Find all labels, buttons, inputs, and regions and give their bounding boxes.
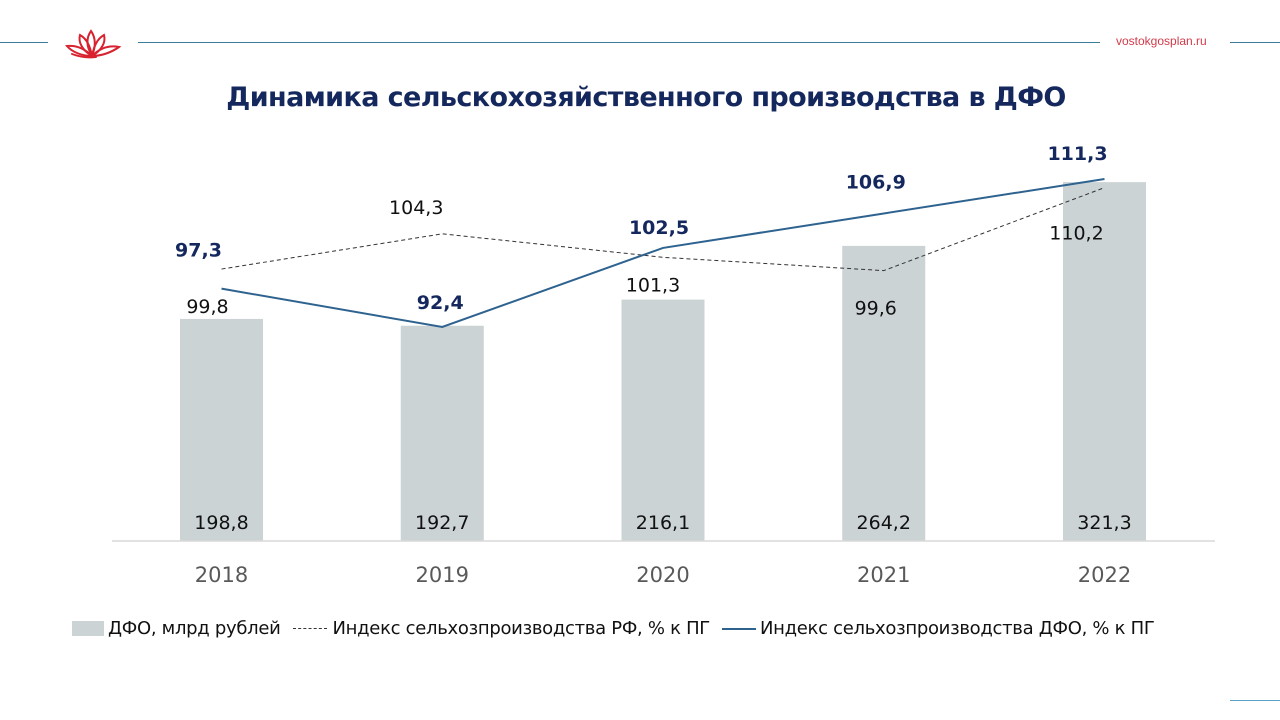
bar-value-label: 216,1 [636,512,690,534]
line-dfo-index [221,178,1105,329]
bar-2021 [842,245,926,541]
dfo-value-label: 102,5 [629,217,689,239]
rf-value-label: 99,8 [186,296,228,318]
footer-rule [1230,700,1280,701]
bar-value-label: 264,2 [857,512,911,534]
legend-item-bars: ДФО, млрд рублей [72,618,281,639]
line-rf-index [221,187,1105,272]
legend-label-dfo: Индекс сельхозпроизводства ДФО, % к ПГ [760,618,1155,639]
dfo-value-label: 92,4 [417,292,464,314]
legend-item-dfo: Индекс сельхозпроизводства ДФО, % к ПГ [722,618,1155,639]
x-tick-label: 2021 [857,563,910,587]
legend-swatch-rf [292,628,327,629]
lotus-logo-icon [65,29,122,59]
legend-item-rf: Индекс сельхозпроизводства РФ, % к ПГ [292,618,711,639]
legend-swatch-dfo [722,627,756,630]
rf-value-label: 101,3 [626,274,680,296]
dfo-value-label: 111,3 [1047,143,1107,165]
chart-title: Динамика сельскохозяйственного производс… [226,82,1066,113]
x-tick-label: 2020 [636,563,689,587]
x-tick-label: 2022 [1078,563,1131,587]
x-tick-label: 2018 [195,563,248,587]
bar-value-label: 198,8 [194,512,248,534]
dfo-value-label: 106,9 [846,171,906,193]
bar-2019 [400,325,484,541]
bar-value-label: 192,7 [415,512,469,534]
legend-label-rf: Индекс сельхозпроизводства РФ, % к ПГ [332,618,711,639]
header-rule-right [1230,42,1280,43]
bar-value-label: 321,3 [1077,512,1131,534]
rf-value-label: 110,2 [1049,223,1103,245]
bar-2018 [180,318,263,541]
header-rule-left [0,42,48,43]
chart-legend: ДФО, млрд рублей Индекс сельхозпроизводс… [72,618,1167,639]
bar-2020 [621,299,705,541]
legend-label-bars: ДФО, млрд рублей [108,618,281,639]
dfo-value-label: 97,3 [175,240,222,262]
x-tick-label: 2019 [416,563,469,587]
header-rule-center [138,42,1100,43]
bar-2022 [1063,182,1146,541]
rf-value-label: 104,3 [389,197,443,219]
rf-value-label: 99,6 [855,298,897,320]
site-link[interactable]: vostokgosplan.ru [1116,34,1207,48]
legend-swatch-bars [72,621,104,636]
